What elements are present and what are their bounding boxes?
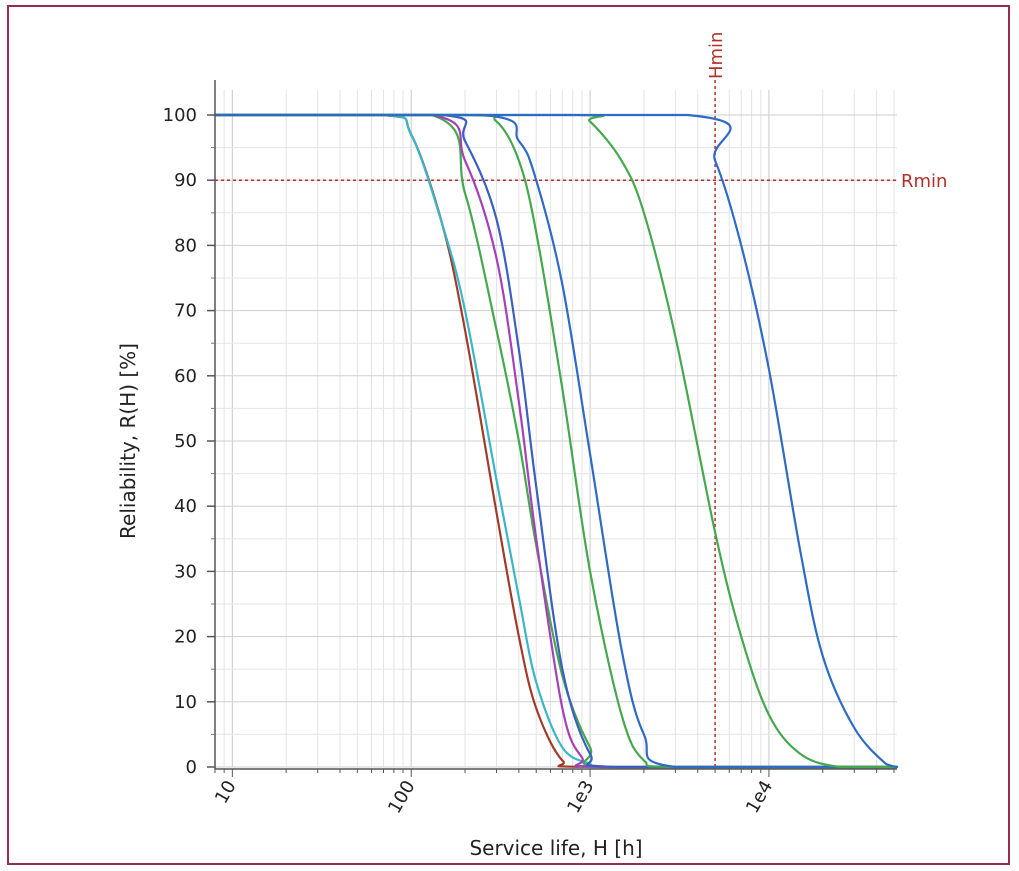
series-5-line — [213, 113, 899, 769]
axes: 0 10 20 30 40 50 60 70 80 90 100 10 100 1e3 1e4 — [163, 80, 897, 817]
y-tick-label: 10 — [174, 692, 197, 713]
x-tick-label: 10 — [211, 777, 241, 807]
y-axis-title: Reliability, R(H) [%] — [116, 343, 140, 539]
y-tick-label: 60 — [174, 366, 197, 387]
x-axis-title: Service life, H [h] — [469, 836, 642, 860]
series-9-line — [213, 113, 899, 769]
y-tick-label: 20 — [174, 627, 197, 648]
x-tick-label: 1e3 — [563, 777, 598, 817]
rmin-label: Rmin — [901, 171, 947, 192]
chart-frame: Hmin Rmin 0 10 20 30 40 50 60 70 80 90 100 10 100 1e3 1… — [7, 5, 1010, 865]
hmin-label: Hmin — [706, 32, 727, 79]
y-tick-label: 80 — [174, 235, 197, 256]
y-tick-label: 50 — [174, 431, 197, 452]
reference-lines: Hmin Rmin — [215, 32, 947, 767]
y-tick-label: 100 — [163, 105, 197, 126]
y-tick-label: 70 — [174, 301, 197, 322]
series-layer — [213, 113, 899, 769]
y-tick-label: 40 — [174, 496, 197, 517]
y-tick-label: 0 — [186, 757, 197, 778]
x-tick-label: 1e4 — [742, 777, 777, 817]
series-7-line — [213, 113, 899, 769]
y-tick-label: 30 — [174, 561, 197, 582]
y-tick-label: 90 — [174, 170, 197, 191]
x-tick-label: 100 — [384, 777, 419, 817]
grid — [214, 90, 897, 768]
reliability-chart: Hmin Rmin 0 10 20 30 40 50 60 70 80 90 100 10 100 1e3 1… — [116, 32, 947, 860]
